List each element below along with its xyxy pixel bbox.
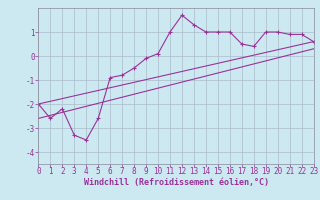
X-axis label: Windchill (Refroidissement éolien,°C): Windchill (Refroidissement éolien,°C) [84,178,268,187]
